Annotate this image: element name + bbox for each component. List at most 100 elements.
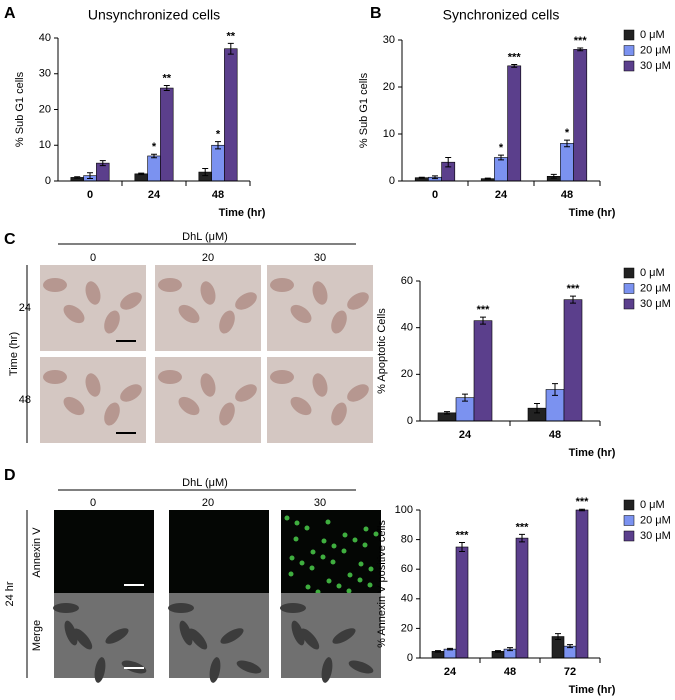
legend-label: 30 μM [640, 530, 671, 542]
y-tick-label: 10 [39, 139, 51, 151]
cell [209, 657, 221, 683]
stain [326, 578, 332, 584]
cell [53, 603, 79, 613]
stain [357, 577, 363, 583]
legend-label: 0 μM [640, 267, 665, 279]
x-tick-label: 24 [444, 666, 457, 678]
y-axis-label: % Annexin V positive cells [376, 520, 388, 648]
legend-label: 30 μM [640, 298, 671, 310]
cell [312, 373, 328, 397]
legend-swatch [623, 499, 635, 511]
cell [312, 281, 328, 305]
column-label: 20 [202, 497, 214, 509]
x-tick-label: 48 [212, 189, 224, 201]
cell [235, 384, 257, 402]
significance-label: * [565, 127, 570, 139]
legend-swatch [623, 530, 635, 542]
cell [270, 278, 294, 292]
error-bar [498, 154, 504, 161]
legend-label: 0 μM [640, 29, 665, 41]
cell [43, 370, 67, 384]
stain [305, 584, 311, 590]
stain [367, 582, 373, 588]
bar [455, 546, 469, 659]
x-axis-label: Time (hr) [569, 447, 616, 459]
cell [220, 628, 244, 644]
y-tick-label: 20 [401, 368, 413, 380]
stain [331, 543, 337, 549]
y-tick-label: 30 [383, 34, 395, 46]
y-tick-label: 40 [39, 32, 51, 44]
error-bar [480, 316, 486, 325]
y-tick-label: 20 [39, 103, 51, 115]
panel-letter: B [370, 5, 382, 22]
cell [158, 278, 182, 292]
error-bar [567, 644, 573, 649]
error-bar [163, 85, 170, 92]
stain [289, 555, 295, 561]
cell [63, 396, 85, 416]
x-axis-label: Time (hr) [569, 684, 616, 696]
row-label: 48 [19, 394, 31, 406]
error-bar [555, 633, 561, 640]
error-bar [570, 295, 576, 304]
y-tick-label: 60 [401, 275, 413, 287]
error-bar [151, 153, 157, 159]
significance-label: *** [477, 304, 491, 316]
bar [443, 648, 457, 659]
cell [94, 657, 106, 683]
error-bar [462, 393, 468, 402]
error-bar [99, 160, 106, 167]
cell [64, 620, 78, 646]
cell [43, 278, 67, 292]
y-tick-label: 30 [39, 68, 51, 80]
stain [362, 542, 368, 548]
panel-letter: A [4, 5, 16, 22]
error-bar [550, 173, 557, 179]
y-tick-label: 20 [383, 81, 395, 93]
error-bar [202, 167, 209, 177]
stain [325, 519, 331, 525]
y-tick-label: 0 [407, 652, 413, 664]
bar [147, 155, 161, 182]
row-title: 24 hr [4, 581, 16, 606]
micrograph [169, 510, 269, 595]
cell [178, 304, 200, 324]
legend-label: 20 μM [640, 514, 671, 526]
y-tick-label: 100 [395, 504, 413, 516]
significance-label: *** [576, 496, 590, 508]
chart-title: Unsynchronized cells [88, 7, 220, 23]
x-tick-label: 72 [564, 666, 576, 678]
stain [358, 561, 364, 567]
error-bar [511, 63, 518, 68]
error-bar [447, 647, 453, 651]
legend-swatch [623, 45, 635, 56]
error-bar [552, 383, 558, 396]
error-bar [495, 650, 501, 653]
cell [270, 370, 294, 384]
stain [342, 532, 348, 538]
cell [85, 281, 101, 305]
error-bar [435, 650, 441, 653]
cell [280, 603, 306, 613]
error-bar [227, 42, 234, 55]
error-bar [459, 542, 465, 552]
y-tick-label: 40 [401, 322, 413, 334]
legend-label: 30 μM [640, 60, 671, 72]
column-label: 30 [314, 497, 326, 509]
x-tick-label: 48 [561, 189, 573, 201]
cell [348, 660, 374, 674]
significance-label: *** [567, 283, 581, 295]
stain [336, 583, 342, 589]
cell [331, 310, 347, 334]
stain [321, 538, 327, 544]
significance-label: *** [574, 35, 588, 47]
cell [219, 402, 235, 426]
cell [219, 310, 235, 334]
x-tick-label: 24 [459, 429, 472, 441]
chart-title: Synchronized cells [443, 7, 560, 23]
bar [563, 299, 583, 422]
stain [368, 566, 374, 572]
stain [346, 588, 352, 594]
panel-header: DhL (μM) [182, 477, 228, 489]
